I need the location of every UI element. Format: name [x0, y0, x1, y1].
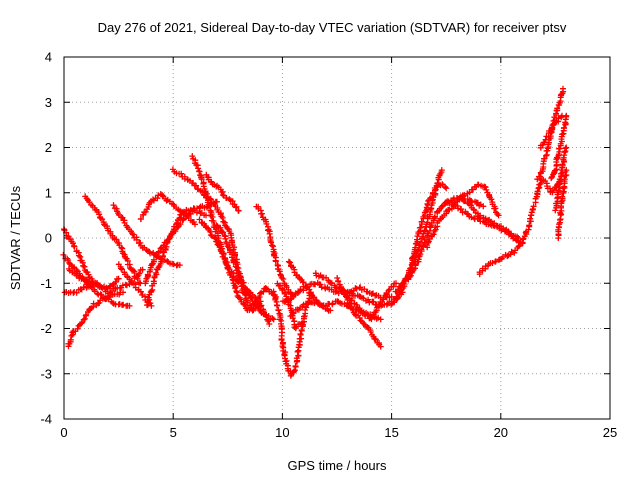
- series-track-32: [476, 203, 537, 278]
- series-track-6: [82, 193, 144, 287]
- y-axis-label: SDTVAR / TECUs: [8, 185, 23, 290]
- point-markers: [457, 193, 526, 246]
- series-track-31: [457, 193, 526, 246]
- point-markers: [213, 222, 277, 323]
- y-tick-label: 3: [45, 95, 52, 110]
- series-track-15: [203, 171, 242, 214]
- y-tick-label: -2: [40, 321, 52, 336]
- point-markers: [82, 193, 144, 287]
- point-markers: [65, 289, 126, 350]
- series-track-25: [344, 280, 399, 323]
- x-tick-label: 20: [494, 425, 508, 440]
- point-markers: [555, 167, 570, 242]
- point-markers: [137, 191, 198, 228]
- series-track-18: [270, 288, 314, 379]
- series-track-13: [189, 153, 279, 314]
- series-track-16: [213, 222, 277, 323]
- chart-title: Day 276 of 2021, Sidereal Day-to-day VTE…: [98, 20, 567, 35]
- point-markers: [532, 176, 563, 206]
- x-tick-label: 0: [60, 425, 67, 440]
- plot-frame: [63, 56, 611, 420]
- point-markers: [344, 280, 399, 323]
- series-track-11: [144, 198, 220, 309]
- y-tick-label: -1: [40, 276, 52, 291]
- point-markers: [334, 275, 384, 350]
- point-markers: [144, 198, 220, 309]
- series-track-37: [552, 144, 570, 214]
- point-markers: [476, 203, 537, 278]
- series-track-29: [423, 181, 502, 251]
- series-track-38: [555, 167, 570, 242]
- axis-ticks: 0 5 10 15 20 25 -4 -3 -2 -1 0 1 2 3 4: [40, 50, 617, 441]
- x-tick-label: 10: [275, 425, 289, 440]
- point-markers: [548, 112, 570, 182]
- series-track-36: [548, 112, 570, 182]
- series-track-17: [253, 203, 297, 300]
- series-track-35: [537, 112, 565, 151]
- point-markers: [285, 258, 334, 314]
- y-tick-label: 4: [45, 50, 52, 65]
- point-markers: [552, 144, 570, 214]
- y-tick-label: -3: [40, 366, 52, 381]
- grid: [64, 57, 610, 419]
- data-points: [60, 85, 570, 379]
- x-tick-label: 15: [384, 425, 398, 440]
- x-tick-label: 25: [603, 425, 617, 440]
- point-markers: [189, 153, 279, 314]
- series-track-9: [137, 191, 198, 228]
- y-tick-label: 1: [45, 185, 52, 200]
- series-track-33: [532, 176, 563, 206]
- x-tick-label: 5: [170, 425, 177, 440]
- point-markers: [203, 171, 242, 214]
- y-tick-label: 0: [45, 231, 52, 246]
- point-markers: [537, 112, 565, 151]
- series-track-24: [334, 275, 384, 350]
- y-tick-label: 2: [45, 140, 52, 155]
- series-track-22: [285, 258, 334, 314]
- point-markers: [423, 181, 502, 251]
- point-markers: [270, 288, 314, 379]
- x-axis-label: GPS time / hours: [288, 458, 387, 473]
- y-tick-label: -4: [40, 412, 52, 427]
- point-markers: [253, 203, 297, 300]
- series-track-5: [65, 289, 126, 350]
